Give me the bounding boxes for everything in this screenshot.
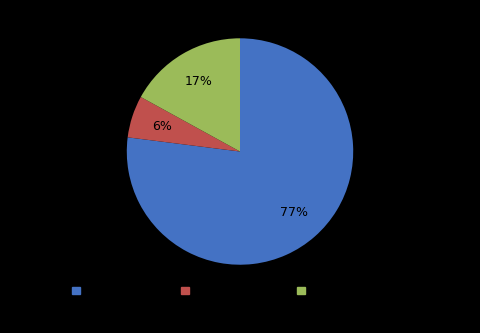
Wedge shape bbox=[141, 38, 240, 152]
Legend: Wages & Salaries, Employee Benefits, Operating Expenses: Wages & Salaries, Employee Benefits, Ope… bbox=[68, 282, 412, 299]
Wedge shape bbox=[127, 38, 353, 265]
Wedge shape bbox=[128, 97, 240, 152]
Text: 17%: 17% bbox=[185, 75, 213, 88]
Text: 6%: 6% bbox=[153, 120, 172, 133]
Text: 77%: 77% bbox=[280, 206, 308, 219]
